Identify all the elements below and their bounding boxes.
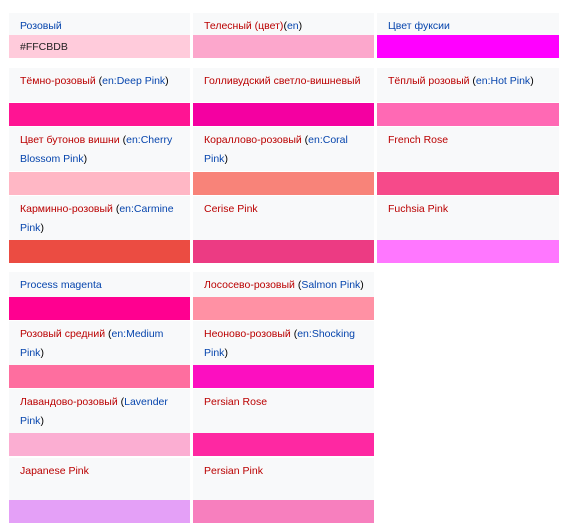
label-punctuation: ( xyxy=(105,328,112,340)
label-punctuation: ( xyxy=(301,134,309,146)
color-link[interactable]: Persian Pink xyxy=(204,465,263,477)
color-link[interactable]: Lavender Pink xyxy=(20,396,168,427)
color-swatch xyxy=(377,240,559,263)
label-punctuation: ( xyxy=(117,396,125,408)
color-swatch xyxy=(377,35,559,58)
color-link[interactable]: Лососево-розовый xyxy=(204,279,295,291)
label-punctuation: ) xyxy=(165,75,169,87)
label-punctuation: ( xyxy=(290,328,298,340)
color-swatch xyxy=(193,35,374,58)
color-swatch xyxy=(193,433,374,456)
color-name-cell: Неоново-розовый (en:Shocking Pink) xyxy=(193,321,374,365)
color-name-cell: Розовый средний (en:Medium Pink) xyxy=(9,321,190,365)
color-name-cell: Цвет бутонов вишни (en:Cherry Blossom Pi… xyxy=(9,127,190,171)
label-punctuation: ( xyxy=(294,279,302,291)
color-link[interactable]: Persian Rose xyxy=(204,396,268,408)
color-link[interactable]: Розовый средний xyxy=(20,328,106,340)
color-name-cell: Голливудский светло-вишневый xyxy=(193,68,374,102)
label-punctuation: ) xyxy=(40,347,44,359)
color-link[interactable]: French Rose xyxy=(388,134,449,146)
color-name-cell: Тёмно-розовый (en:Deep Pink) xyxy=(9,68,190,102)
label-punctuation: ( xyxy=(95,75,103,87)
color-name-cell: Тёплый розовый (en:Hot Pink) xyxy=(377,68,559,102)
color-name-cell: French Rose xyxy=(377,127,559,171)
color-name-cell: Карминно-розовый (en:Carmine Pink) xyxy=(9,196,190,240)
color-swatch: #FFCBDB xyxy=(9,35,190,58)
color-link[interactable]: en:Cherry Blossom Pink xyxy=(20,134,173,165)
color-link[interactable]: Japanese Pink xyxy=(20,465,89,477)
color-link[interactable]: Карминно-розовый xyxy=(20,203,113,215)
color-swatch xyxy=(193,240,374,263)
label-punctuation: ( xyxy=(283,20,287,32)
color-link[interactable]: Тёплый розовый xyxy=(388,75,470,87)
color-link[interactable]: en xyxy=(286,20,299,32)
color-link[interactable]: en:Shocking Pink xyxy=(204,328,356,359)
label-punctuation: ) xyxy=(224,153,228,165)
color-name-cell: Лавандово-розовый (Lavender Pink) xyxy=(9,389,190,433)
label-punctuation: ) xyxy=(360,279,364,291)
color-link[interactable]: en:Hot Pink xyxy=(475,75,531,87)
color-link[interactable]: Цвет бутонов вишни xyxy=(20,134,120,146)
color-swatch xyxy=(193,297,374,320)
label-punctuation: ( xyxy=(469,75,476,87)
color-swatch xyxy=(9,433,190,456)
label-punctuation: ) xyxy=(530,75,534,87)
color-swatch xyxy=(9,500,190,523)
color-link[interactable]: en:Carmine Pink xyxy=(20,203,174,234)
color-link[interactable]: en:Coral Pink xyxy=(204,134,348,165)
color-name-cell: Persian Rose xyxy=(193,389,374,433)
color-link[interactable]: Тёмно-розовый xyxy=(20,75,96,87)
color-swatch xyxy=(9,297,190,320)
color-swatch xyxy=(377,172,559,195)
color-link[interactable]: Розовый xyxy=(20,20,62,32)
label-punctuation: ) xyxy=(40,222,44,234)
color-link[interactable]: Кораллово-розовый xyxy=(204,134,302,146)
color-name-cell: Цвет фуксии xyxy=(377,13,559,35)
color-link[interactable]: Process magenta xyxy=(20,279,102,291)
color-swatch xyxy=(193,365,374,388)
color-swatch xyxy=(9,240,190,263)
color-link[interactable]: Fuchsia Pink xyxy=(388,203,449,215)
color-link[interactable]: Неоново-розовый xyxy=(204,328,291,340)
color-link[interactable]: Лавандово-розовый xyxy=(20,396,118,408)
color-swatch xyxy=(9,103,190,126)
color-link[interactable]: en:Deep Pink xyxy=(102,75,166,87)
label-punctuation: ) xyxy=(40,415,44,427)
color-name-cell: Кораллово-розовый (en:Coral Pink) xyxy=(193,127,374,171)
color-name-cell: Process magenta xyxy=(9,272,190,297)
color-swatch xyxy=(193,172,374,195)
color-swatch xyxy=(9,172,190,195)
color-swatch xyxy=(377,103,559,126)
label-punctuation: ( xyxy=(112,203,120,215)
color-link[interactable]: Cerise Pink xyxy=(204,203,258,215)
color-name-cell: Fuchsia Pink xyxy=(377,196,559,240)
hex-code-label: #FFCBDB xyxy=(20,41,68,53)
color-link[interactable]: Salmon Pink xyxy=(301,279,361,291)
color-name-cell: Japanese Pink xyxy=(9,458,190,500)
color-link[interactable]: Телесный (цвет) xyxy=(204,20,284,32)
color-name-cell: Телесный (цвет)(en) xyxy=(193,13,374,35)
label-punctuation: ) xyxy=(83,153,88,165)
color-name-cell: Persian Pink xyxy=(193,458,374,500)
label-punctuation: ) xyxy=(298,20,303,32)
color-name-cell: Лососево-розовый (Salmon Pink) xyxy=(193,272,374,297)
color-swatch xyxy=(193,103,374,126)
color-name-cell: Розовый xyxy=(9,13,190,35)
color-swatch xyxy=(9,365,190,388)
color-link[interactable]: Голливудский светло-вишневый xyxy=(204,75,361,87)
color-swatch xyxy=(193,500,374,523)
label-punctuation: ( xyxy=(119,134,127,146)
color-name-cell: Cerise Pink xyxy=(193,196,374,240)
label-punctuation: ) xyxy=(224,347,228,359)
color-link[interactable]: en:Medium Pink xyxy=(20,328,164,359)
color-link[interactable]: Цвет фуксии xyxy=(388,20,450,32)
